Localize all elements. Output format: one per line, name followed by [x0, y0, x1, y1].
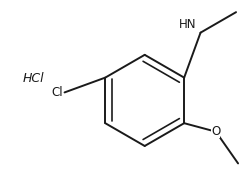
Text: O: O: [211, 125, 220, 138]
Text: Cl: Cl: [52, 86, 63, 99]
Text: HN: HN: [179, 18, 197, 31]
Text: HCl: HCl: [23, 72, 44, 85]
